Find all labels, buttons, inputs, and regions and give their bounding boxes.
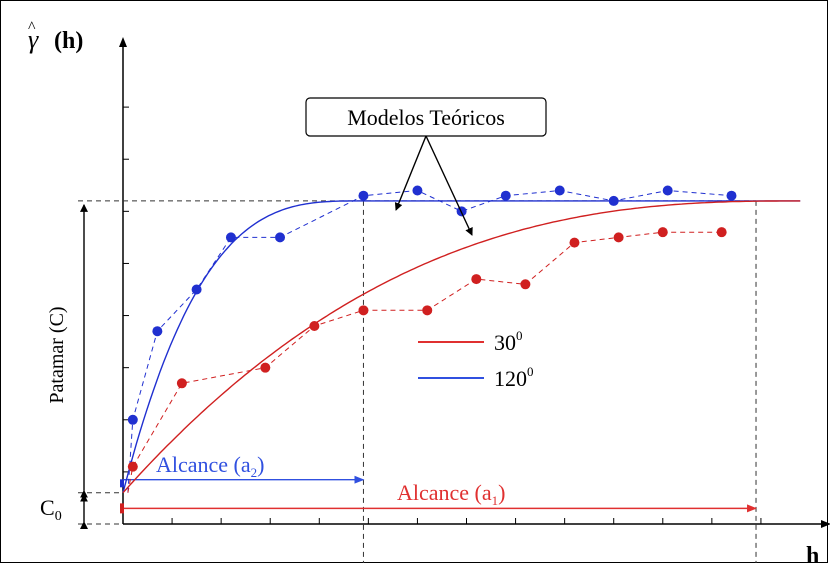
x-axis-label: h	[806, 543, 819, 565]
data-point-30	[127, 461, 138, 472]
data-point-30	[422, 305, 433, 316]
range-blue-start-mark	[120, 479, 124, 488]
annotation-text: Modelos Teóricos	[347, 105, 505, 130]
data-point-30	[569, 237, 580, 248]
data-point-30	[613, 232, 624, 243]
series	[122, 185, 801, 494]
range-blue-label: Alcance (a2)	[156, 452, 264, 480]
data-point-120	[726, 190, 737, 201]
annotation-arrow-blue	[394, 135, 427, 211]
guide-lines	[78, 200, 758, 563]
data-point-120	[225, 232, 236, 243]
legend-label-30: 300	[494, 328, 523, 355]
y-axis-hat-icon: ^	[28, 19, 36, 36]
y-axis-symbol: γ	[28, 25, 39, 54]
sill-label: Patamar (C)	[46, 306, 68, 403]
experimental-line-120	[127, 189, 732, 493]
legend: 300 1200	[418, 328, 534, 391]
data-point-30	[358, 305, 369, 316]
data-point-120	[358, 190, 369, 201]
data-point-120	[662, 185, 673, 196]
data-point-120	[275, 232, 286, 243]
data-point-30	[176, 378, 187, 389]
data-point-30	[657, 227, 668, 238]
data-point-30	[471, 274, 482, 285]
data-point-120	[608, 195, 619, 206]
data-point-30	[520, 279, 531, 290]
data-point-120	[152, 326, 163, 337]
legend-label-120: 1200	[494, 364, 534, 391]
model-curve-120	[122, 200, 801, 493]
model-curve-30	[122, 200, 801, 494]
data-point-120	[127, 414, 138, 425]
range-red-label: Alcance (a1)	[397, 480, 505, 508]
annotation-arrow-red	[425, 135, 473, 236]
data-point-30	[260, 362, 271, 373]
range-red-start-mark	[120, 503, 124, 514]
nugget-label: C0	[40, 495, 62, 524]
data-point-30	[309, 320, 320, 331]
y-axis-label: (h)	[54, 28, 83, 54]
data-point-120	[500, 190, 511, 201]
data-point-120	[554, 185, 565, 196]
data-point-30	[716, 227, 727, 238]
data-point-120	[191, 284, 202, 295]
data-point-120	[412, 185, 423, 196]
